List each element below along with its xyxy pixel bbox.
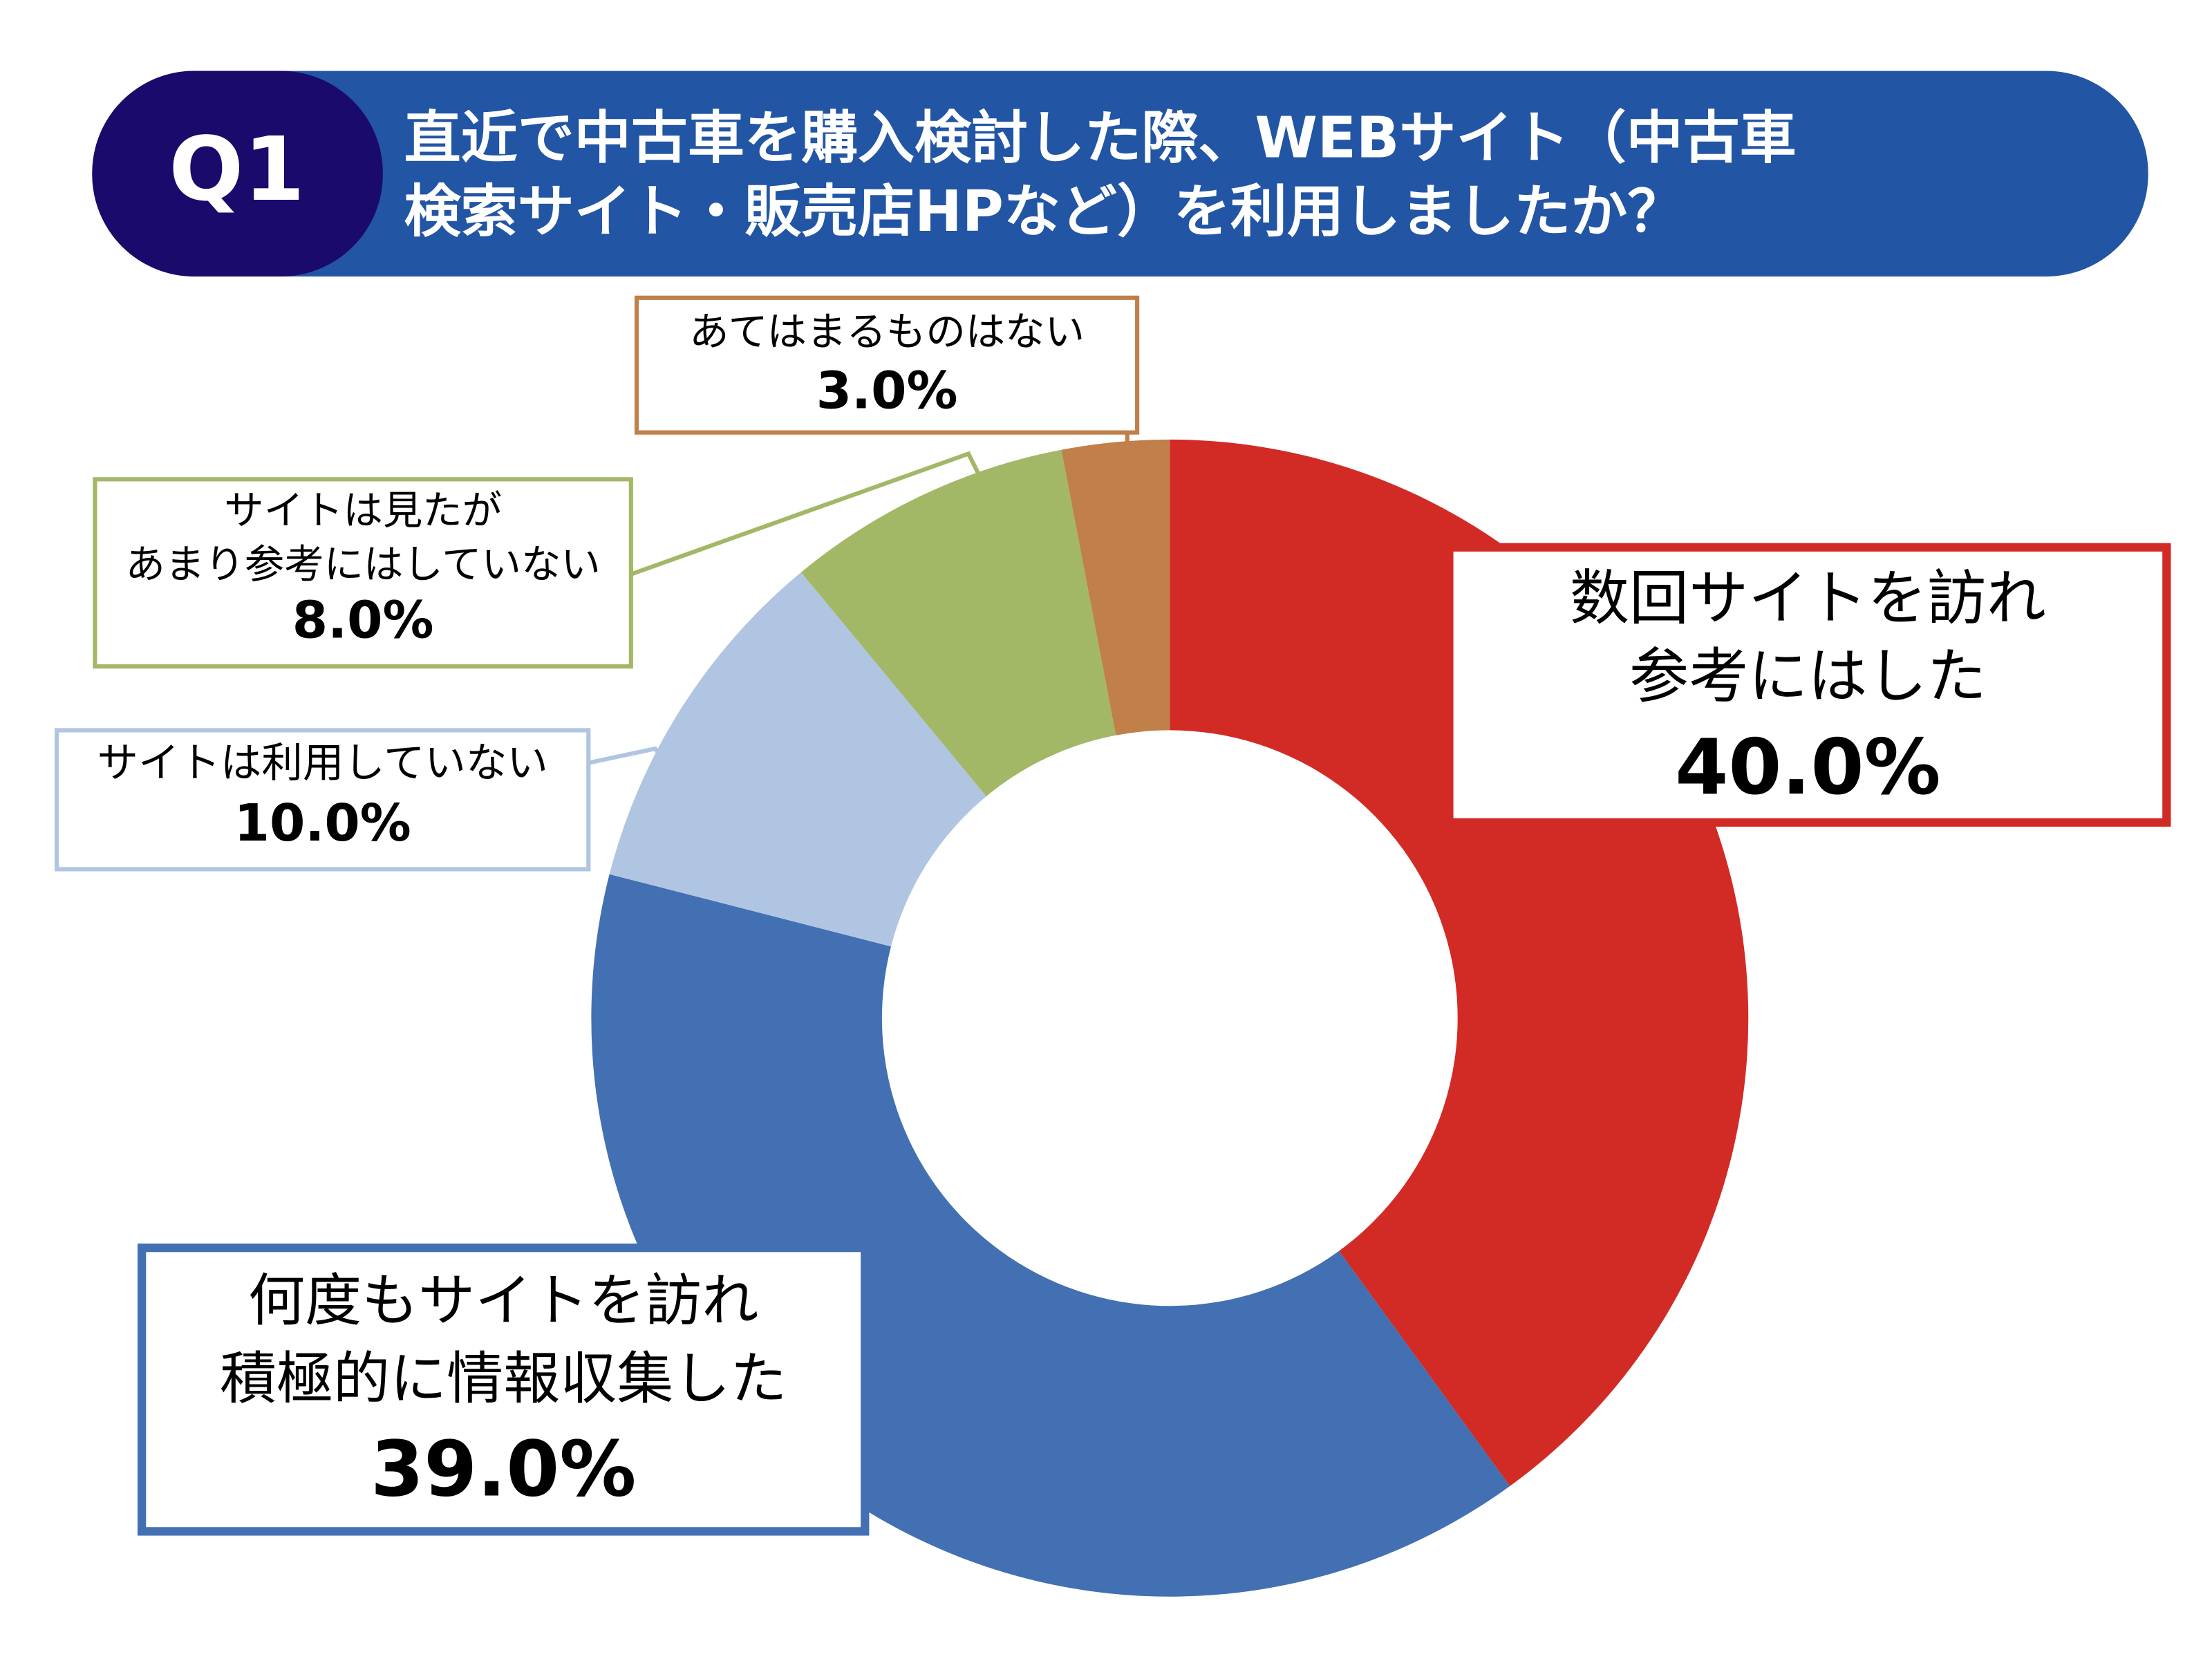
donut-slice	[1061, 439, 1170, 735]
donut-slice	[800, 449, 1116, 796]
category-label: あまり参考にはしていない	[125, 541, 600, 588]
label-box	[137, 1243, 870, 1536]
chart-title: 検索サイト・販売店HPなど）を利用しましたか？	[404, 179, 1685, 245]
label-box	[634, 295, 1140, 435]
label-box	[54, 728, 591, 872]
value-label: 8.0%	[292, 591, 434, 650]
label-box	[93, 477, 633, 669]
category-label: 積極的に情報収集した	[220, 1346, 787, 1412]
category-label: サイトは利用していない	[97, 740, 547, 787]
category-label: サイトは見たが	[224, 487, 502, 534]
label-box	[1445, 543, 2171, 827]
donut-slice	[609, 572, 986, 947]
value-label: 39.0%	[371, 1425, 636, 1515]
title-bar	[92, 71, 2148, 277]
value-label: 10.0%	[234, 794, 411, 853]
category-label: あてはまるものはない	[689, 309, 1085, 355]
value-label: 40.0%	[1675, 723, 1940, 812]
value-label: 3.0%	[816, 361, 958, 420]
category-label: 何度もサイトを訪れ	[248, 1268, 758, 1334]
chart-title: 直近で中古車を購入検討した際、WEBサイト（中古車	[404, 106, 1797, 171]
category-label: 数回サイトを訪れ	[1570, 564, 2046, 633]
leader-line	[630, 451, 981, 577]
category-label: 参考にはした	[1629, 642, 1987, 711]
title-badge-bg	[92, 71, 383, 277]
title-badge: Q1	[169, 118, 305, 221]
